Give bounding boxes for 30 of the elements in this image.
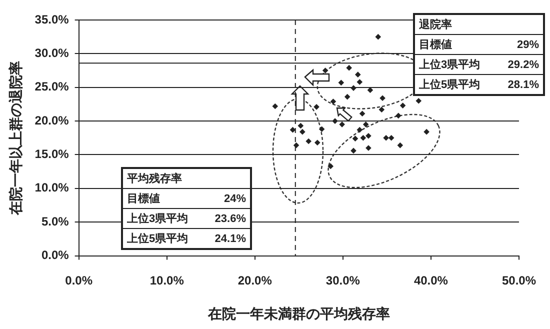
annotation: 29.2% — [496, 54, 544, 74]
y-tick-label: 35.0% — [34, 12, 70, 26]
x-tick-label: 40.0% — [414, 273, 448, 288]
y-tick-label: 25.0% — [34, 80, 70, 94]
annotation: 目標値 — [122, 188, 204, 208]
x-tick-label: 50.0% — [502, 273, 536, 288]
y-tick-label: 0.0% — [41, 248, 70, 262]
x-axis-title: 在院一年未満群の平均残存率 — [206, 305, 390, 322]
annotation: 上位5県平均 — [122, 228, 204, 249]
annotation: 目標値 — [414, 34, 497, 54]
y-tick-label: 5.0% — [41, 214, 70, 228]
annotation: 平均残存率 — [126, 172, 183, 187]
annotation: 退院率 — [418, 18, 453, 33]
annotation: 24.1% — [204, 228, 251, 249]
annotation: 上位3県平均 — [122, 208, 204, 228]
annotation: 29% — [496, 34, 544, 54]
annotation: 24% — [204, 188, 251, 208]
y-tick-label: 20.0% — [34, 113, 70, 128]
x-tick-label: 20.0% — [238, 273, 272, 288]
y-tick-label: 10.0% — [34, 180, 70, 195]
annotation: 23.6% — [204, 208, 251, 228]
annotation: 上位3県平均 — [414, 54, 497, 74]
y-axis-title: 在院一年以上群の退院率 — [7, 60, 24, 216]
y-tick-label: 30.0% — [34, 46, 70, 60]
x-tick-label: 30.0% — [326, 273, 360, 288]
annotation: 28.1% — [496, 74, 544, 95]
x-tick-label: 0.0% — [65, 273, 93, 288]
x-tick-label: 10.0% — [150, 273, 184, 288]
y-tick-label: 15.0% — [34, 147, 70, 162]
annotation: 上位5県平均 — [414, 74, 497, 95]
